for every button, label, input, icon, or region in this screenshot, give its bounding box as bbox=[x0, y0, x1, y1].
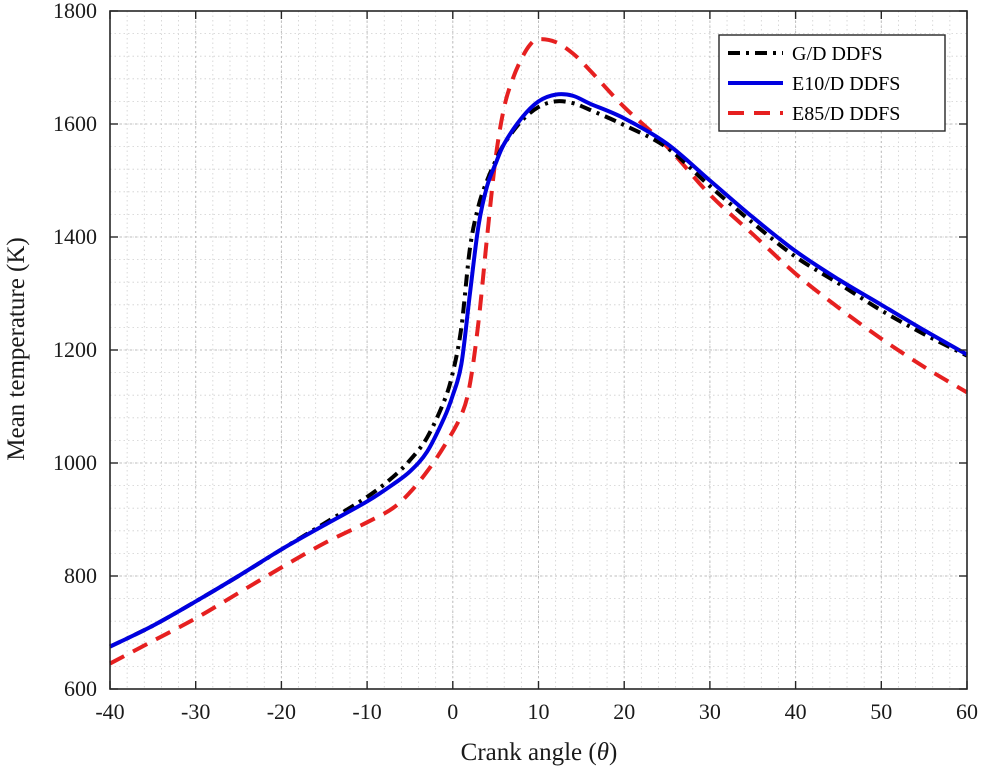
x-tick-label: 50 bbox=[870, 699, 892, 724]
tick-marks bbox=[109, 10, 968, 690]
x-tick-labels: -40 -30 -20 -10 0 10 20 30 40 50 60 bbox=[95, 699, 978, 724]
y-tick-label: 600 bbox=[64, 676, 97, 701]
y-tick-label: 1600 bbox=[53, 111, 97, 136]
x-axis-title-suffix: ) bbox=[609, 739, 617, 766]
x-axis-title-text: Crank angle ( bbox=[461, 739, 597, 766]
x-axis-title: Crank angle (θ) bbox=[461, 739, 618, 766]
x-tick-label: -30 bbox=[181, 699, 210, 724]
y-tick-label: 1800 bbox=[53, 0, 97, 23]
x-tick-label: -20 bbox=[267, 699, 296, 724]
series-line-e85-d-ddfs bbox=[109, 37, 969, 666]
series-line-e10-d-ddfs bbox=[109, 92, 968, 649]
y-tick-label: 1200 bbox=[53, 337, 97, 362]
legend-label-e10-d-ddfs: E10/D DDFS bbox=[792, 73, 900, 95]
legend-label-e85-d-ddfs: E85/D DDFS bbox=[792, 103, 900, 125]
y-tick-label: 800 bbox=[64, 563, 97, 588]
x-tick-label: -10 bbox=[352, 699, 381, 724]
x-tick-label: 60 bbox=[956, 699, 978, 724]
y-tick-label: 1000 bbox=[53, 450, 97, 475]
y-tick-labels: 600 800 1000 1200 1400 1600 1800 bbox=[53, 0, 97, 701]
x-tick-label: 10 bbox=[528, 699, 550, 724]
legend-label-g-d-ddfs: G/D DDFS bbox=[792, 43, 883, 65]
series-layer bbox=[109, 37, 969, 666]
x-axis-title-symbol: θ bbox=[597, 739, 609, 766]
y-axis-title: Mean temperature (K) bbox=[3, 237, 30, 461]
x-tick-label: 30 bbox=[699, 699, 721, 724]
x-tick-label: 20 bbox=[613, 699, 635, 724]
x-tick-label: 40 bbox=[785, 699, 807, 724]
x-tick-label: 0 bbox=[447, 699, 458, 724]
y-tick-label: 1400 bbox=[53, 224, 97, 249]
x-tick-label: -40 bbox=[95, 699, 124, 724]
legend: G/D DDFS E10/D DDFS E85/D DDFS bbox=[718, 34, 946, 132]
